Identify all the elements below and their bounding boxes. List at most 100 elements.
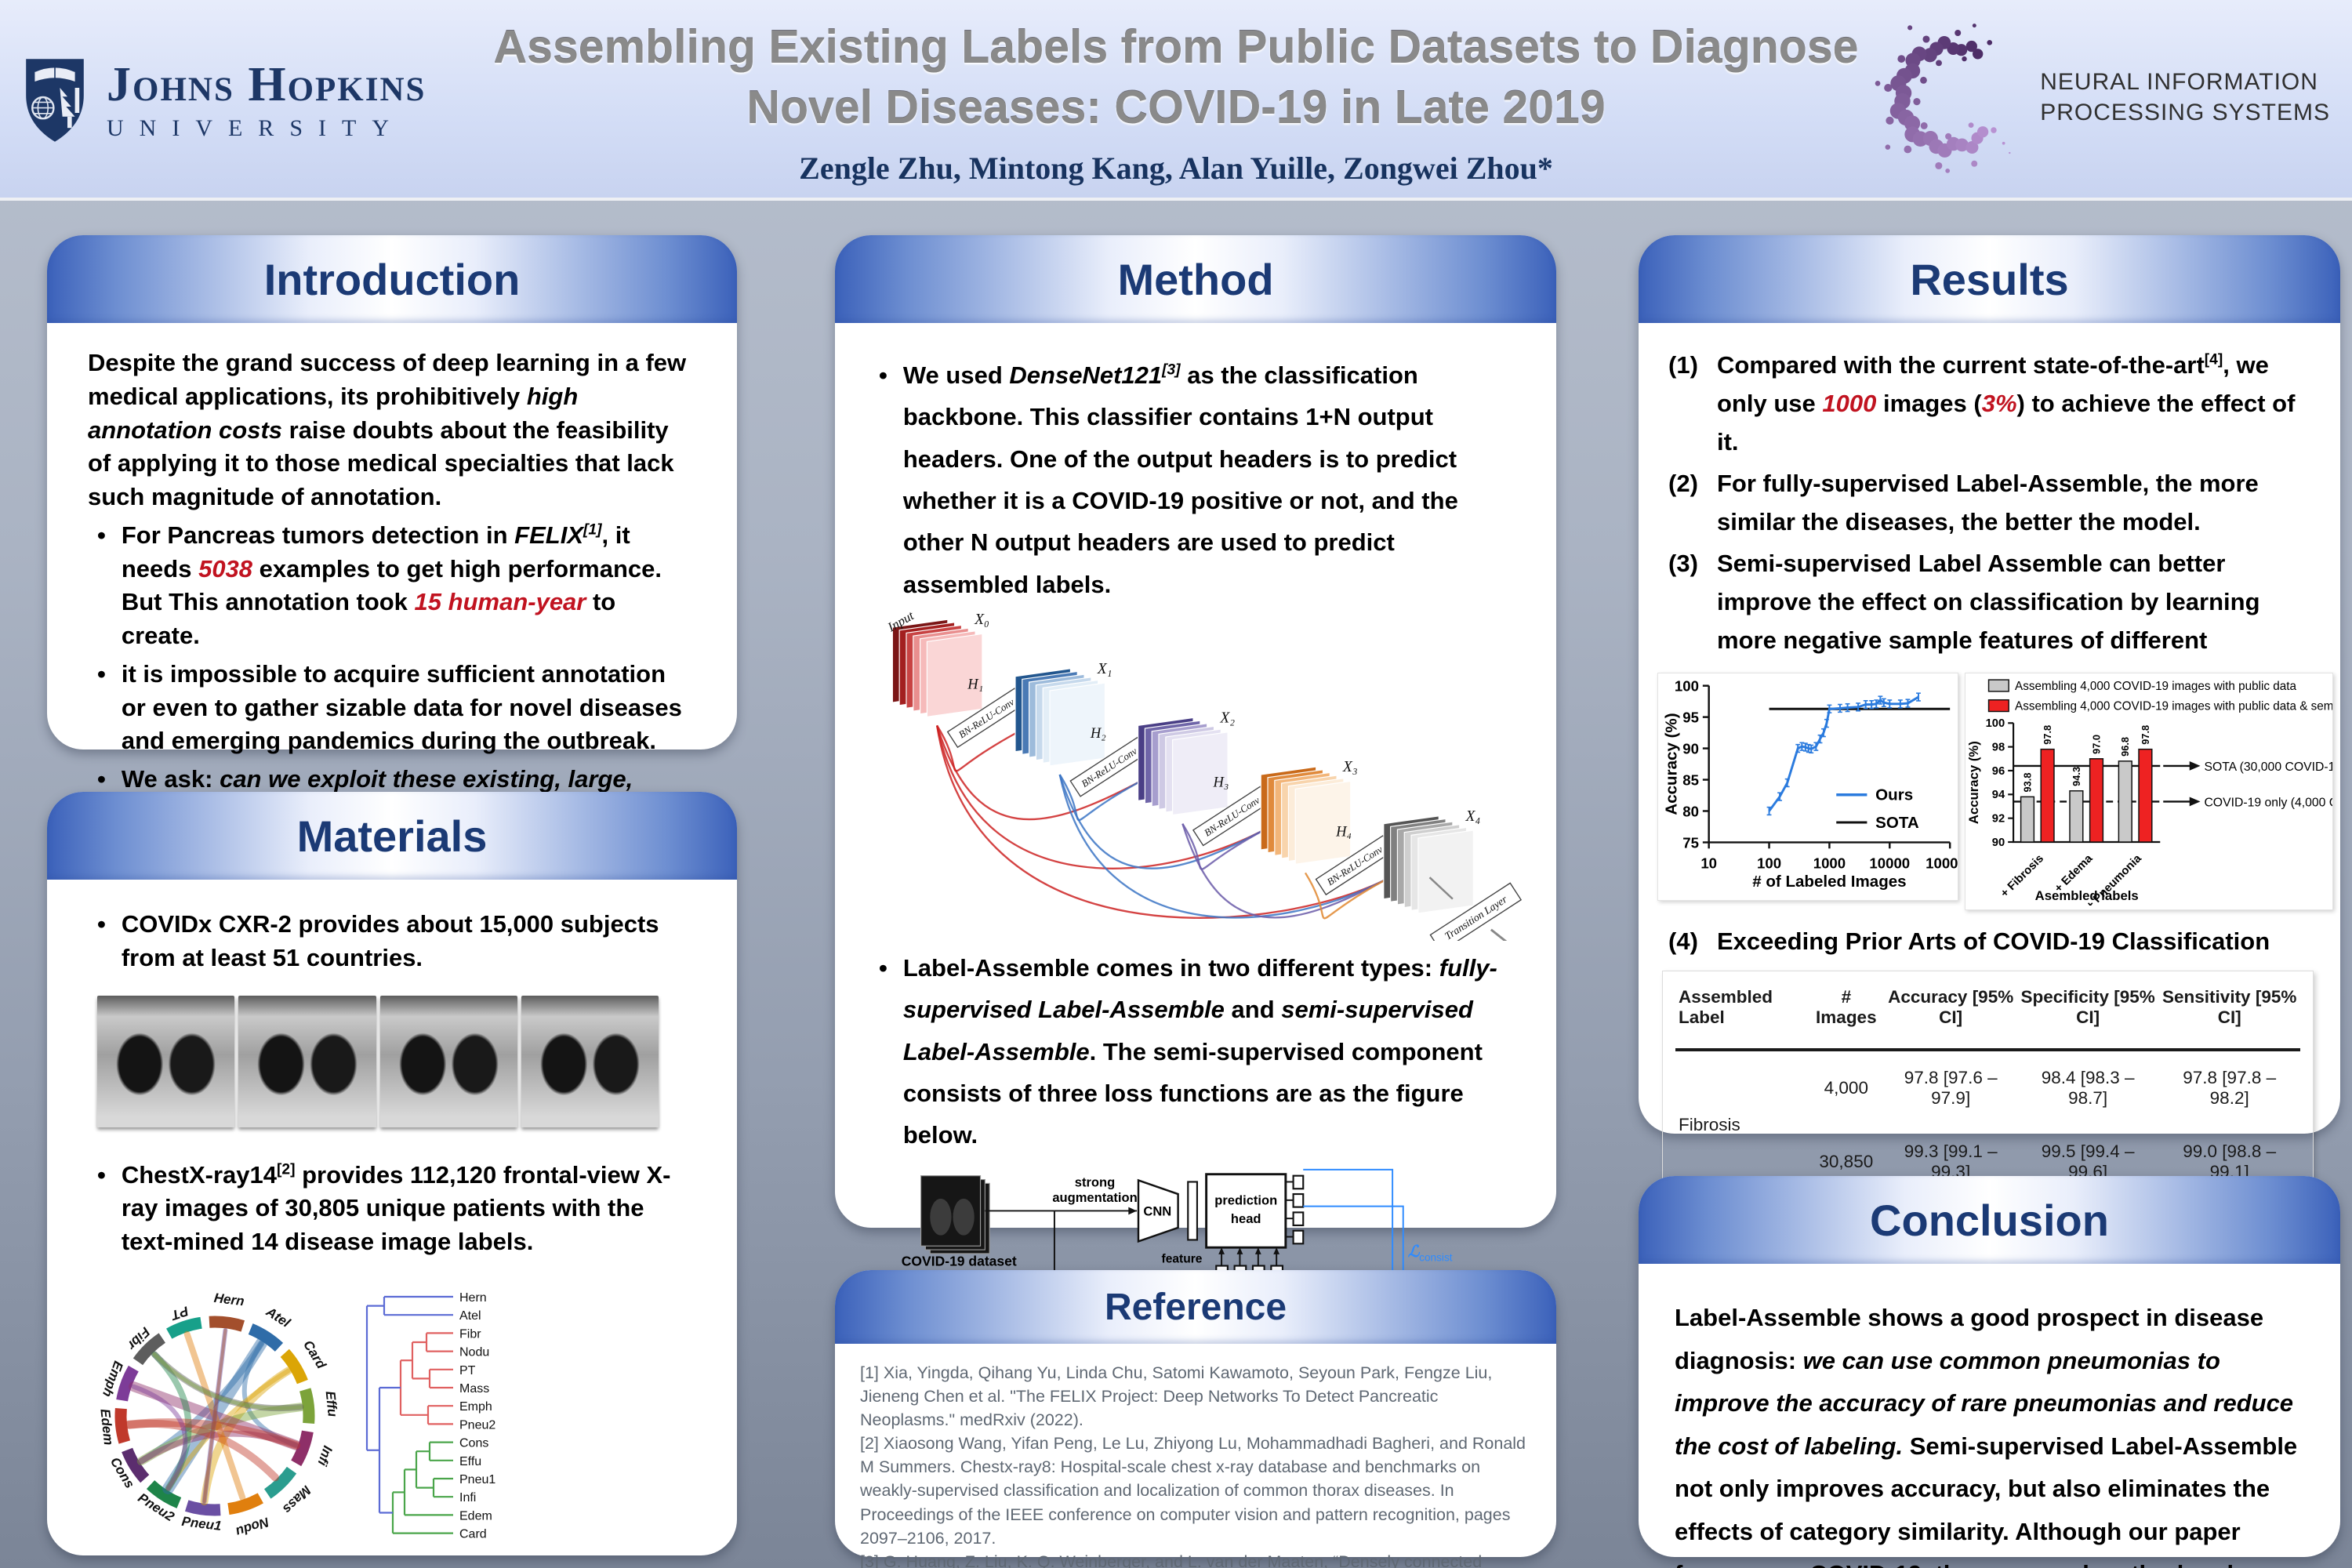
poster-header: Johns Hopkins UNIVERSITY Assembling Exis… — [0, 0, 2352, 201]
results-title: Results — [1910, 254, 2069, 304]
svg-text:COVID-19 only (4,000 COVID-19: COVID-19 only (4,000 COVID-19 images) — [2204, 796, 2332, 809]
svg-text:92: 92 — [1992, 812, 2005, 825]
svg-text:SOTA (30,000 COVID-19 images): SOTA (30,000 COVID-19 images) — [2204, 760, 2332, 774]
reference-item: [2] Xiaosong Wang, Yifan Peng, Le Lu, Zh… — [860, 1434, 1526, 1548]
xray-image — [97, 995, 235, 1127]
svg-text:PT: PT — [459, 1364, 476, 1377]
svg-text:Fibr: Fibr — [459, 1327, 481, 1341]
svg-text:Infi: Infi — [459, 1491, 476, 1504]
reference-list: [1] Xia, Yingda, Qihang Yu, Linda Chu, S… — [835, 1344, 1556, 1568]
svg-text:strong: strong — [1075, 1175, 1115, 1190]
svg-text:80: 80 — [1682, 803, 1699, 819]
svg-text:97.8: 97.8 — [2140, 725, 2151, 745]
svg-text:Pneu1: Pneu1 — [459, 1473, 495, 1486]
svg-text:X₃: X₃ — [1342, 759, 1358, 775]
svg-text:H₁: H₁ — [967, 676, 983, 692]
svg-text:95: 95 — [1682, 709, 1699, 725]
svg-text:Edem: Edem — [459, 1509, 492, 1523]
jhu-logo: Johns Hopkins UNIVERSITY — [24, 56, 426, 144]
svg-text:75: 75 — [1682, 834, 1699, 851]
svg-text:10000: 10000 — [1869, 855, 1910, 871]
svg-text:head: head — [1231, 1211, 1261, 1226]
svg-text:98: 98 — [1992, 741, 2005, 753]
title-block: Assembling Existing Labels from Public D… — [392, 17, 1960, 187]
svg-text:augmentation: augmentation — [1052, 1190, 1137, 1205]
svg-text:100000: 100000 — [1926, 855, 1958, 871]
svg-text:100: 100 — [1757, 855, 1781, 871]
svg-text:Pneu1: Pneu1 — [181, 1514, 223, 1534]
svg-text:X₂: X₂ — [1219, 710, 1235, 726]
svg-text:Edem: Edem — [97, 1408, 116, 1446]
reference-header: Reference — [835, 1270, 1556, 1344]
list-item: For Pancreas tumors detection in FELIX[1… — [97, 519, 696, 653]
svg-text:Accuracy (%): Accuracy (%) — [1663, 713, 1681, 815]
svg-text:X₄: X₄ — [1465, 808, 1481, 825]
results-header: Results — [1639, 235, 2340, 323]
chord-diagram: HernAtelCardEffuInfiMassNoduPneu1Pneu2Co… — [97, 1290, 339, 1540]
svg-text:X₁: X₁ — [1097, 661, 1112, 677]
method-card: Method We used DenseNet121[3] as the cla… — [835, 235, 1556, 1396]
conclusion-header: Conclusion — [1639, 1176, 2340, 1264]
neurips-logo: NEURAL INFORMATION PROCESSING SYSTEMS — [1867, 13, 2330, 181]
svg-text:ℒ: ℒ — [1408, 1243, 1421, 1261]
svg-text:90: 90 — [1992, 837, 2005, 849]
accuracy-bar-chart: Assembling 4,000 COVID-19 images with pu… — [1965, 672, 2352, 913]
svg-text:97.0: 97.0 — [2090, 735, 2102, 754]
results-card: Results (1) Compared with the current st… — [1639, 235, 2352, 1513]
introduction-header: Introduction — [47, 235, 737, 323]
jhu-shield-icon — [26, 59, 84, 142]
svg-text:Hern: Hern — [213, 1290, 245, 1309]
introduction-card: Introduction Despite the grand success o… — [47, 235, 737, 860]
svg-text:94: 94 — [1992, 789, 2005, 801]
poster-title-line1: Assembling Existing Labels from Public D… — [493, 21, 1859, 73]
svg-text:Assembling 4,000 COVID-19 imag: Assembling 4,000 COVID-19 images with pu… — [2015, 699, 2332, 713]
results-point-4: (4) Exceeding Prior Arts of COVID-19 Cla… — [1668, 927, 2270, 955]
svg-text:H₂: H₂ — [1090, 725, 1106, 742]
materials-header: Materials — [47, 792, 737, 880]
svg-text:90: 90 — [1682, 740, 1699, 757]
materials-bullet-1: COVIDx CXR-2 provides about 15,000 subje… — [97, 908, 696, 975]
svg-text:Card: Card — [459, 1527, 487, 1541]
poster-title-line2: Novel Diseases: COVID-19 in Late 2019 — [746, 81, 1606, 133]
svg-text:COVID-19 dataset: COVID-19 dataset — [902, 1254, 1017, 1269]
jhu-name: Johns Hopkins — [107, 58, 426, 111]
svg-text:Cons: Cons — [459, 1436, 488, 1450]
densenet-figure: X₀InputBN-ReLU-ConvH₁X₁BN-ReLU-ConvH₂X₂B… — [884, 612, 1522, 941]
introduction-lede: Despite the grand success of deep learni… — [88, 349, 687, 511]
svg-text:prediction: prediction — [1214, 1193, 1277, 1208]
svg-text:100: 100 — [1986, 717, 2005, 730]
accuracy-line-chart: 75 80 85 90 95 100 10 100 1000 10000 100000 # of La… — [1657, 672, 1974, 901]
reference-item: [3] G. Huang, Z. Liu, K. Q. Weinberger, … — [860, 1552, 1483, 1568]
svg-text:# of Labeled Images: # of Labeled Images — [1752, 873, 1906, 891]
introduction-title: Introduction — [263, 254, 521, 304]
results-point: (3) Semi-supervised Label Assemble can b… — [1668, 549, 2260, 654]
materials-title: Materials — [296, 811, 488, 861]
results-point: (1) Compared with the current state-of-t… — [1668, 351, 2296, 456]
xray-image — [238, 995, 376, 1127]
svg-text:consist: consist — [1419, 1252, 1453, 1264]
svg-text:CNN: CNN — [1143, 1204, 1171, 1219]
reference-card: Reference [1] Xia, Yingda, Qihang Yu, Li… — [835, 1270, 1556, 1568]
xray-image-strip — [97, 995, 659, 1127]
materials-bullet-2: ChestX-ray14[2] provides 112,120 frontal… — [97, 1159, 696, 1259]
reference-title: Reference — [1104, 1286, 1287, 1328]
svg-text:97.8: 97.8 — [2042, 725, 2053, 745]
svg-text:H₄: H₄ — [1335, 823, 1352, 840]
svg-text:Nodu: Nodu — [234, 1514, 271, 1539]
poster-authors: Zengle Zhu, Mintong Kang, Alan Yuille, Z… — [799, 151, 1553, 187]
results-points: (1) Compared with the current state-of-t… — [1668, 347, 2314, 660]
neurips-wordmark: NEURAL INFORMATION PROCESSING SYSTEMS — [2040, 67, 2330, 128]
svg-text:SOTA: SOTA — [1875, 814, 1919, 832]
materials-card: Materials COVIDx CXR-2 provides about 15… — [47, 792, 737, 1555]
svg-text:Pneu2: Pneu2 — [459, 1418, 495, 1432]
neurips-line1: NEURAL INFORMATION — [2040, 68, 2318, 95]
conclusion-title: Conclusion — [1870, 1195, 2109, 1245]
svg-text:Effu: Effu — [459, 1455, 481, 1468]
neurips-swirl-icon — [1875, 24, 2011, 173]
svg-text:Mass: Mass — [459, 1382, 489, 1396]
method-header: Method — [835, 235, 1556, 323]
xray-image — [379, 995, 517, 1127]
jhu-wordmark: Johns Hopkins UNIVERSITY — [107, 60, 426, 140]
svg-text:96.8: 96.8 — [2119, 737, 2131, 757]
